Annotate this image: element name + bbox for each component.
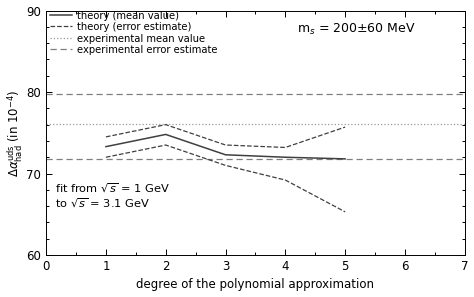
Y-axis label: $\Delta\alpha_{\rm had}^{\rm uds}$ (in $10^{-4}$): $\Delta\alpha_{\rm had}^{\rm uds}$ (in $… <box>6 89 25 176</box>
Legend: theory (mean value), theory (error estimate), experimental mean value, experimen: theory (mean value), theory (error estim… <box>50 11 218 55</box>
Text: fit from $\sqrt{s}$ = 1 GeV
to $\sqrt{s}$ = 3.1 GeV: fit from $\sqrt{s}$ = 1 GeV to $\sqrt{s}… <box>55 182 169 211</box>
X-axis label: degree of the polynomial approximation: degree of the polynomial approximation <box>137 279 374 291</box>
Text: m$_s$ = 200$\pm$60 MeV: m$_s$ = 200$\pm$60 MeV <box>297 22 416 37</box>
